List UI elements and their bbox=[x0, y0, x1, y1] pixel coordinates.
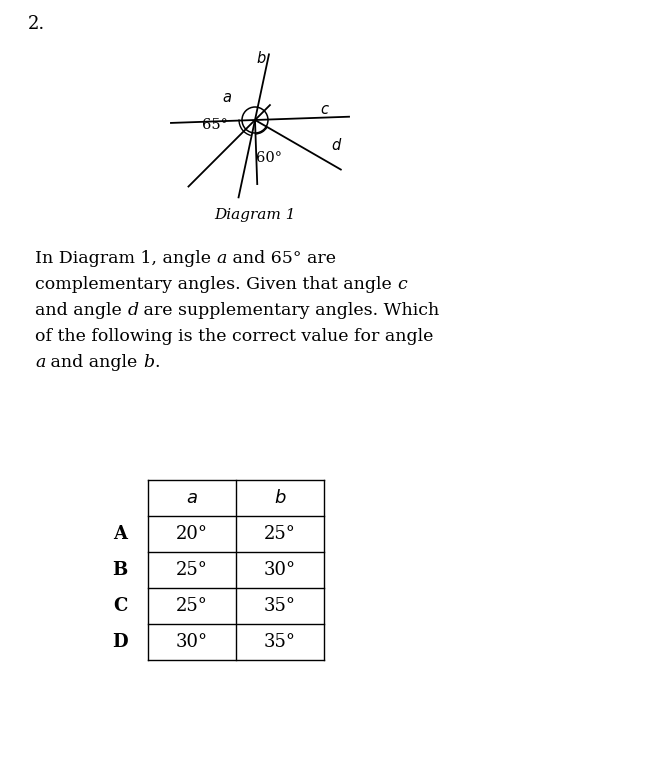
Text: $b$: $b$ bbox=[255, 50, 266, 66]
Text: 2.: 2. bbox=[28, 15, 46, 33]
Text: A: A bbox=[113, 525, 127, 543]
Text: 25°: 25° bbox=[264, 525, 296, 543]
Text: complementary angles. Given that angle: complementary angles. Given that angle bbox=[35, 276, 397, 293]
Text: 60°: 60° bbox=[256, 151, 282, 165]
Text: $b$: $b$ bbox=[274, 489, 286, 507]
Text: 25°: 25° bbox=[176, 597, 208, 615]
Text: In Diagram 1, angle: In Diagram 1, angle bbox=[35, 250, 216, 267]
Text: 35°: 35° bbox=[264, 597, 296, 615]
Text: and angle: and angle bbox=[46, 354, 143, 371]
Text: .: . bbox=[154, 354, 160, 371]
Text: d: d bbox=[127, 302, 139, 319]
Text: b: b bbox=[143, 354, 154, 371]
Text: 65°: 65° bbox=[202, 118, 228, 132]
Text: and 65° are: and 65° are bbox=[227, 250, 336, 267]
Text: 20°: 20° bbox=[176, 525, 208, 543]
Text: $d$: $d$ bbox=[331, 137, 343, 153]
Text: a: a bbox=[216, 250, 227, 267]
Text: B: B bbox=[112, 561, 127, 579]
Text: Diagram 1: Diagram 1 bbox=[214, 208, 296, 222]
Text: 30°: 30° bbox=[176, 633, 208, 651]
Text: 35°: 35° bbox=[264, 633, 296, 651]
Text: c: c bbox=[397, 276, 407, 293]
Text: and angle: and angle bbox=[35, 302, 127, 319]
Text: $a$: $a$ bbox=[186, 489, 198, 507]
Text: D: D bbox=[112, 633, 128, 651]
Text: C: C bbox=[113, 597, 127, 615]
Text: are supplementary angles. Which: are supplementary angles. Which bbox=[139, 302, 440, 319]
Text: of the following is the correct value for angle: of the following is the correct value fo… bbox=[35, 328, 434, 345]
Text: $c$: $c$ bbox=[320, 103, 330, 117]
Text: $a$: $a$ bbox=[222, 91, 232, 105]
Text: 25°: 25° bbox=[176, 561, 208, 579]
Text: 30°: 30° bbox=[264, 561, 296, 579]
Text: a: a bbox=[35, 354, 46, 371]
